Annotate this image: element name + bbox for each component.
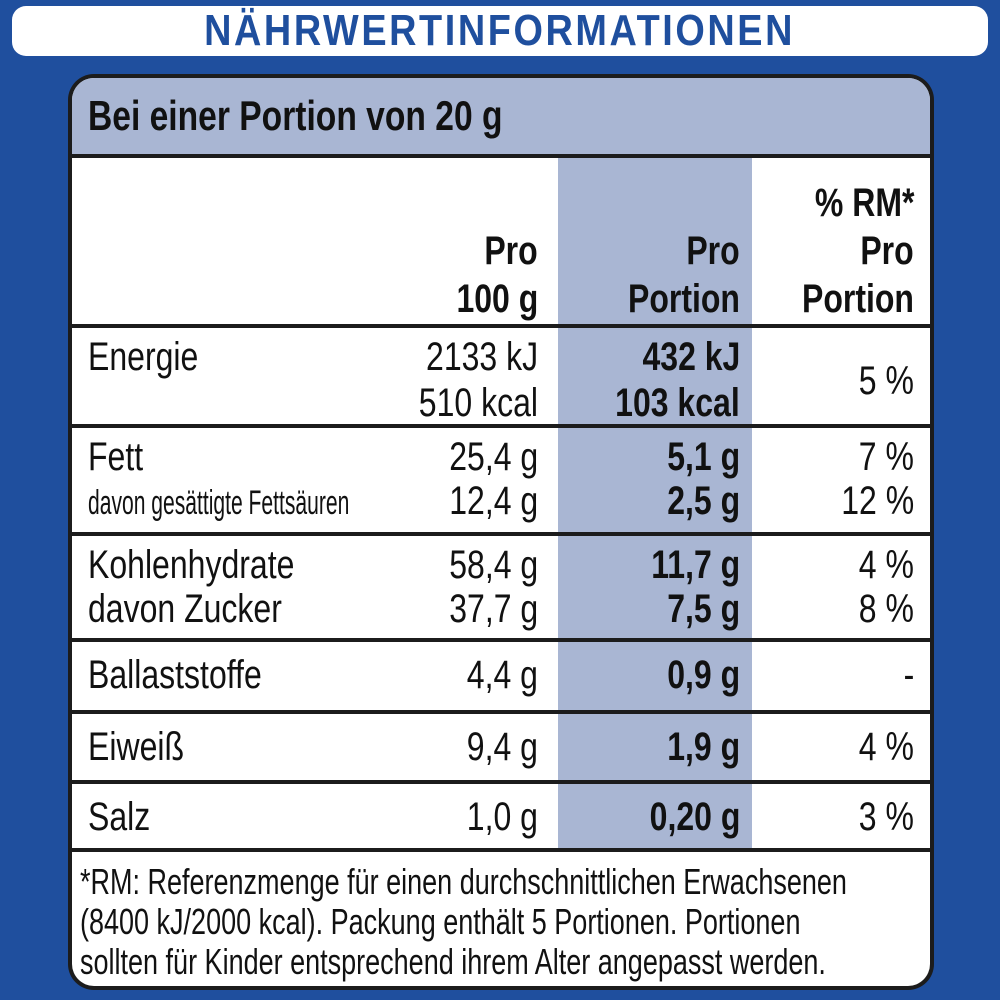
gesaettigte-per100: 12,4 g <box>449 479 538 523</box>
header-bar: NÄHRWERTINFORMATIONEN <box>12 6 988 56</box>
col-head-portion-line1: Pro <box>686 229 740 273</box>
row-label-gesaettigte-fettsaeuren: davon gesättigte Fettsäuren <box>88 484 350 522</box>
eiweiss-portion: 1,9 g <box>667 725 740 769</box>
col-head-rm-line3: Portion <box>802 277 914 321</box>
divider <box>72 710 930 714</box>
row-label-salz: Salz <box>88 795 151 839</box>
zucker-per100: 37,7 g <box>449 587 538 631</box>
row-label-zucker: davon Zucker <box>88 587 282 631</box>
energie-portion-kcal: 103 kcal <box>615 381 740 425</box>
kohlenhydrate-portion: 11,7 g <box>651 543 740 587</box>
ballaststoffe-rm: - <box>903 653 914 697</box>
footnote-line-1: *RM: Referenzmenge für einen durchschnit… <box>80 861 847 902</box>
divider <box>72 532 930 536</box>
col-head-rm-line2: Pro <box>860 229 914 273</box>
gesaettigte-portion: 2,5 g <box>667 479 740 523</box>
portion-header: Bei einer Portion von 20 g <box>72 78 930 158</box>
row-label-fett: Fett <box>88 435 144 479</box>
per-portion-column-highlight <box>558 158 752 848</box>
col-head-per100-line1: Pro <box>484 229 538 273</box>
kohlenhydrate-per100: 58,4 g <box>449 543 538 587</box>
page-title: NÄHRWERTINFORMATIONEN <box>204 6 796 55</box>
gesaettigte-rm: 12 % <box>841 479 914 523</box>
energie-rm: 5 % <box>858 359 914 403</box>
divider <box>72 848 930 852</box>
col-head-rm-line1: % RM* <box>814 181 914 225</box>
energie-portion-kj: 432 kJ <box>642 335 740 379</box>
divider <box>72 324 930 328</box>
kohlenhydrate-rm: 4 % <box>858 543 914 587</box>
nutrition-table: Bei einer Portion von 20 g Pro 100 g Pro… <box>68 74 934 990</box>
salz-per100: 1,0 g <box>466 795 538 839</box>
energie-per100-kj: 2133 kJ <box>425 335 538 379</box>
ballaststoffe-per100: 4,4 g <box>466 653 538 697</box>
footnote-line-3: sollten für Kinder entsprechend ihrem Al… <box>80 941 826 982</box>
col-head-portion-line2: Portion <box>628 277 740 321</box>
footnote: *RM: Referenzmenge für einen durchschnit… <box>72 852 930 986</box>
row-label-ballaststoffe: Ballaststoffe <box>88 653 262 697</box>
eiweiss-rm: 4 % <box>858 725 914 769</box>
fett-per100: 25,4 g <box>449 435 538 479</box>
row-label-energie: Energie <box>88 335 199 379</box>
zucker-rm: 8 % <box>858 587 914 631</box>
zucker-portion: 7,5 g <box>667 587 740 631</box>
row-label-kohlenhydrate: Kohlenhydrate <box>88 543 295 587</box>
row-label-eiweiss: Eiweiß <box>88 725 185 769</box>
ballaststoffe-portion: 0,9 g <box>667 653 740 697</box>
nutrition-table-inner: Bei einer Portion von 20 g Pro 100 g Pro… <box>72 78 930 986</box>
salz-portion: 0,20 g <box>649 795 740 839</box>
energie-per100-kcal: 510 kcal <box>418 381 538 425</box>
divider <box>72 424 930 428</box>
divider <box>72 638 930 642</box>
divider <box>72 780 930 784</box>
eiweiss-per100: 9,4 g <box>466 725 538 769</box>
portion-label: Bei einer Portion von 20 g <box>88 92 503 139</box>
salz-rm: 3 % <box>858 795 914 839</box>
fett-rm: 7 % <box>858 435 914 479</box>
footnote-line-2: (8400 kJ/2000 kcal). Packung enthält 5 P… <box>80 901 801 942</box>
fett-portion: 5,1 g <box>667 435 740 479</box>
col-head-per100-line2: 100 g <box>456 277 538 321</box>
